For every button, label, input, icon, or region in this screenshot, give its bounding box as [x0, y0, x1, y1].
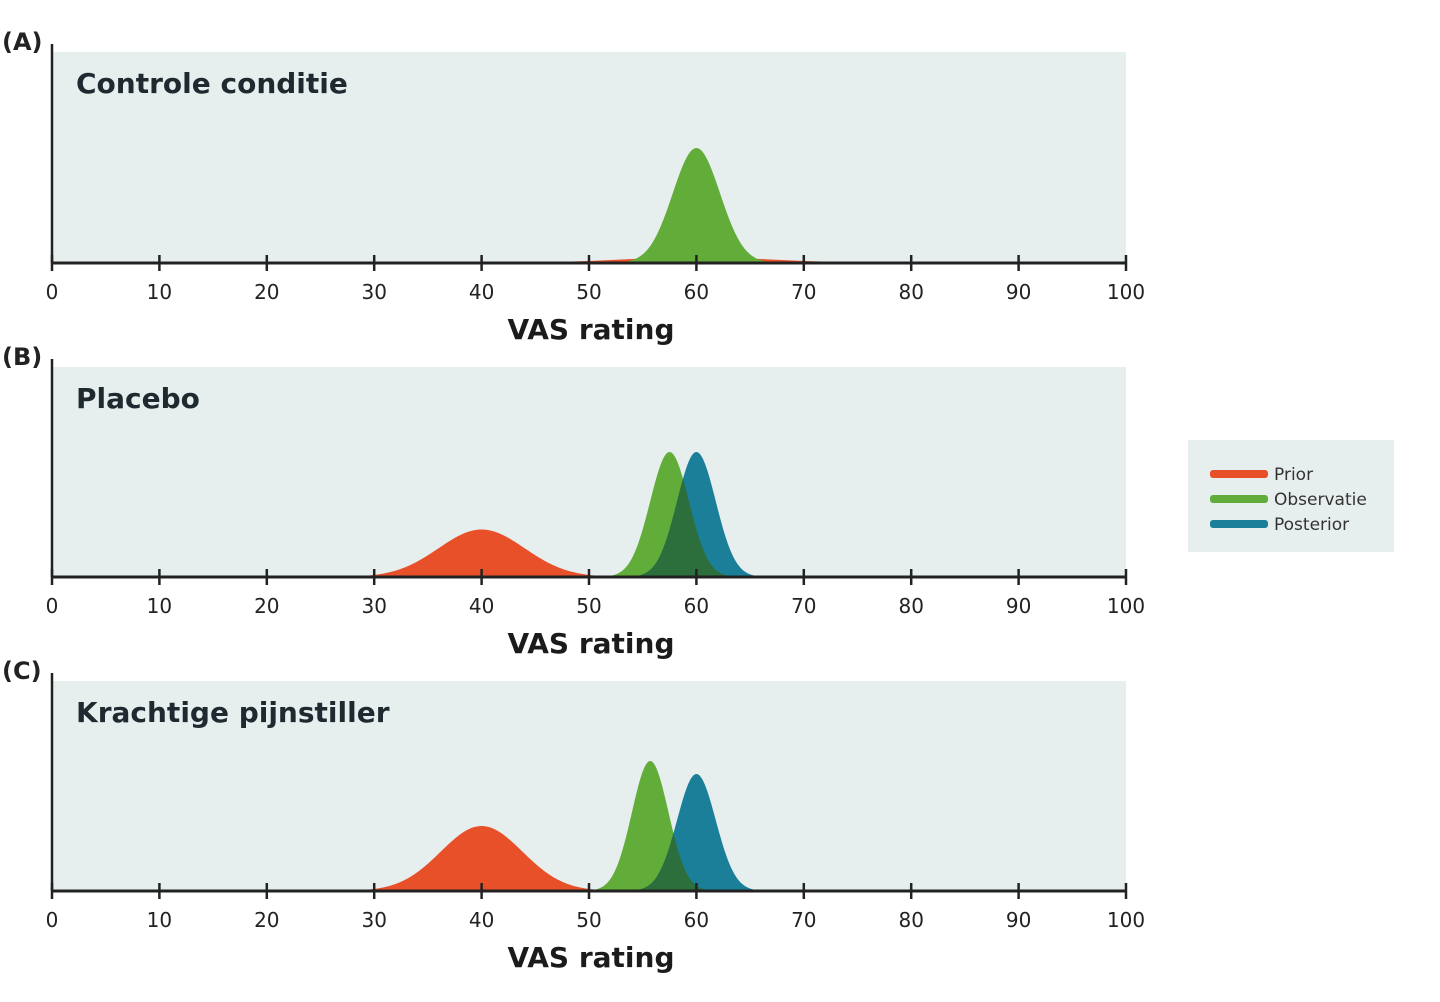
curve-prior: [309, 529, 654, 577]
x-tick-label: 40: [469, 908, 494, 932]
x-tick-label: 20: [254, 280, 279, 304]
x-axis-title: VAS rating: [507, 627, 674, 660]
x-tick-label: 90: [1006, 594, 1031, 618]
x-tick-label: 0: [46, 280, 59, 304]
chart-panel-2: (B) Placebo 0 10 20 30 40 50 60 70 80 90 100 VAS rati…: [2, 343, 1145, 660]
x-tick-label: 60: [684, 594, 709, 618]
x-tick-label: 30: [361, 280, 386, 304]
x-tick-label: 70: [791, 280, 816, 304]
panel-label: (A): [2, 28, 43, 56]
x-tick-label: 70: [791, 908, 816, 932]
x-tick-label: 20: [254, 594, 279, 618]
x-tick-label: 40: [469, 594, 494, 618]
x-tick-label: 90: [1006, 908, 1031, 932]
x-tick-label: 0: [46, 594, 59, 618]
x-tick-label: 50: [576, 594, 601, 618]
legend-label: Prior: [1274, 465, 1313, 485]
curve-posterior: [619, 452, 774, 577]
x-tick-label: 0: [46, 908, 59, 932]
x-tick-label: 10: [147, 594, 172, 618]
x-tick-label: 60: [684, 908, 709, 932]
legend-swatch: [1210, 470, 1268, 478]
x-tick-label: 10: [147, 280, 172, 304]
x-tick-label: 50: [576, 280, 601, 304]
legend-swatch: [1210, 495, 1268, 503]
x-tick-label: 80: [898, 280, 923, 304]
x-tick-label: 90: [1006, 280, 1031, 304]
x-tick-label: 30: [361, 594, 386, 618]
x-tick-label: 80: [898, 908, 923, 932]
x-tick-label: 30: [361, 908, 386, 932]
x-tick-label: 100: [1107, 280, 1145, 304]
panel-background: [52, 681, 1126, 891]
curve-observatie: [601, 148, 791, 263]
x-tick-label: 70: [791, 594, 816, 618]
x-tick-label: 100: [1107, 594, 1145, 618]
x-tick-label: 100: [1107, 908, 1145, 932]
chart-panel-1: (A) Controle conditie 0 10 20 30 40 50 60 70 80 90 1…: [2, 28, 1145, 346]
curve-observatie: [592, 452, 747, 577]
legend-swatch: [1210, 520, 1268, 528]
legend: Prior Observatie Posterior: [1188, 440, 1394, 552]
chart-panel-3: (C) Krachtige pijnstiller 0 10 20 30 40 50 60 70 8…: [2, 657, 1145, 974]
curve-prior: [318, 826, 645, 891]
legend-label: Observatie: [1274, 490, 1367, 510]
panel-background: [52, 52, 1126, 263]
curve-posterior: [619, 774, 774, 891]
legend-label: Posterior: [1274, 515, 1349, 535]
panel-background: [52, 367, 1126, 577]
panel-title: Controle conditie: [76, 67, 348, 100]
x-tick-label: 40: [469, 280, 494, 304]
panel-title: Krachtige pijnstiller: [76, 696, 390, 729]
x-tick-label: 10: [147, 908, 172, 932]
panel-label: (B): [2, 343, 42, 371]
x-axis-title: VAS rating: [507, 941, 674, 974]
x-tick-label: 80: [898, 594, 923, 618]
x-tick-label: 60: [684, 280, 709, 304]
panel-title: Placebo: [76, 382, 200, 415]
x-tick-label: 20: [254, 908, 279, 932]
panel-label: (C): [2, 657, 42, 685]
curve-observatie: [577, 761, 724, 891]
x-axis-title: VAS rating: [507, 313, 674, 346]
x-tick-label: 50: [576, 908, 601, 932]
